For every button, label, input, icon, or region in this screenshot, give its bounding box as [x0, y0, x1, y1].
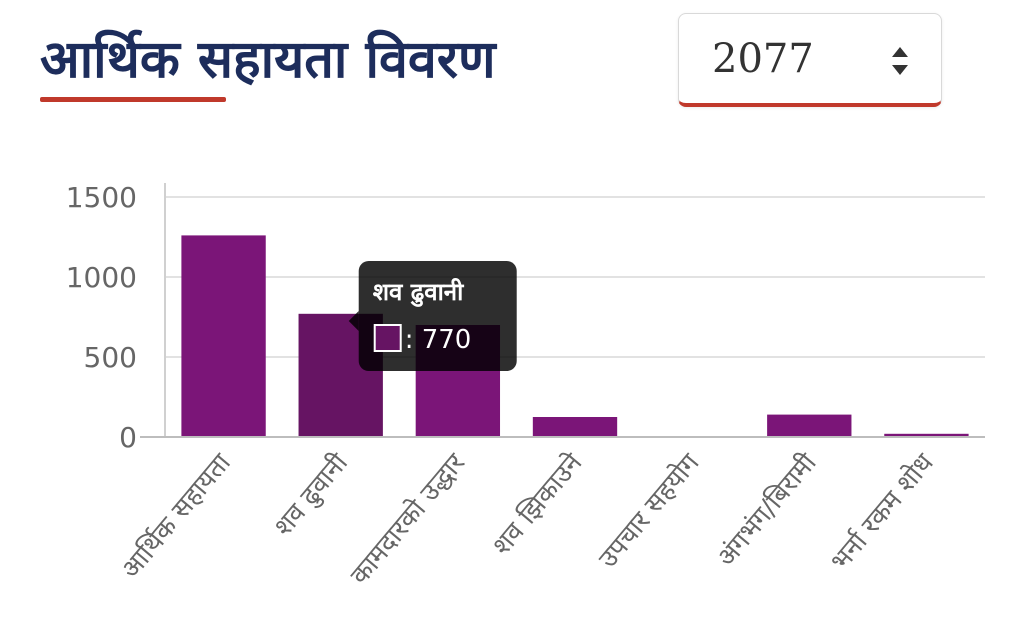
- title-underline: [40, 97, 226, 102]
- bar[interactable]: [532, 417, 618, 437]
- y-tick-label: 1500: [66, 181, 137, 214]
- sort-updown-icon: [892, 47, 908, 75]
- x-tick-label: आर्थिक सहायता: [115, 447, 238, 585]
- x-tick-label: अंगभंग/बिरामी: [711, 447, 824, 573]
- x-tick-label: भर्ना रकम शोध: [824, 447, 940, 577]
- bar[interactable]: [181, 235, 266, 437]
- y-tick-label: 500: [84, 341, 137, 374]
- year-select[interactable]: 2077: [678, 13, 942, 107]
- tooltip-caret: [348, 311, 359, 331]
- x-tick-label: कामदारको उद्धार: [344, 447, 472, 591]
- tooltip-swatch: [373, 324, 402, 352]
- y-tick-label: 1000: [66, 261, 137, 294]
- tooltip-value: : 770: [405, 325, 472, 355]
- y-tick-label: 0: [119, 421, 137, 454]
- year-select-value: 2077: [712, 36, 814, 82]
- x-tick-label: शव ढुवानी: [268, 447, 355, 543]
- bar[interactable]: [884, 433, 969, 437]
- tooltip-title: शव ढुवानी: [373, 278, 464, 307]
- x-tick-label: उपचार सहयोग: [592, 447, 705, 574]
- bar[interactable]: [767, 414, 852, 437]
- tooltip: शव ढुवानी : 770: [348, 261, 517, 371]
- x-tick-label: शव झिकाउने: [486, 447, 589, 561]
- page-title: आर्थिक सहायता विवरण: [40, 30, 496, 90]
